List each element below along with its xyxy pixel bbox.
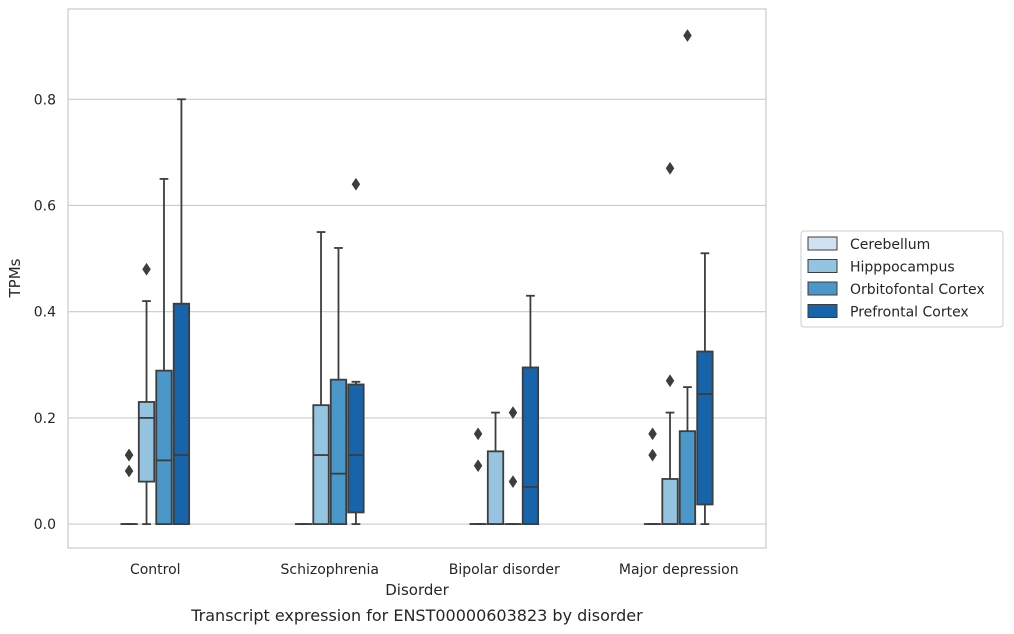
plot-frame <box>67 8 767 549</box>
box-body <box>137 401 156 483</box>
legend-label: Orbitofontal Cortex <box>850 282 985 298</box>
x-tick-label: Control <box>130 562 181 578</box>
box-body <box>312 404 330 526</box>
legend-swatch <box>807 304 838 318</box>
legend-label: Prefrontal Cortex <box>850 305 969 321</box>
box-body <box>678 430 697 526</box>
box <box>312 231 330 526</box>
figure-caption: Transcript expression for ENST0000060382… <box>191 606 643 625</box>
box-body <box>696 350 714 506</box>
box-body <box>661 478 679 526</box>
box-body <box>521 366 540 526</box>
boxes <box>120 29 714 526</box>
outlier-point <box>124 464 134 478</box>
box <box>643 427 662 526</box>
box <box>521 294 540 526</box>
outlier-point <box>473 427 483 441</box>
box <box>155 178 173 526</box>
box <box>696 252 714 526</box>
box-body <box>329 378 348 526</box>
x-tick-label: Bipolar disorder <box>449 562 560 578</box>
outlier-point <box>683 29 692 43</box>
box <box>329 247 348 526</box>
box <box>486 411 505 526</box>
outlier-point <box>665 161 675 175</box>
legend-swatch <box>807 281 838 296</box>
legend-label: Cerebellum <box>850 237 930 253</box>
box <box>678 29 697 526</box>
y-tick-labels: 0.0 0.2 0.4 0.6 0.8 <box>34 92 56 533</box>
box-body <box>172 302 191 526</box>
x-tick-labels: Control Schizophrenia Bipolar disorder Majo… <box>130 562 739 578</box>
y-tick-label: 0.8 <box>34 92 56 108</box>
x-tick-label: Major depression <box>619 562 739 578</box>
y-axis-label: TPMs <box>6 258 24 298</box>
box-body <box>155 369 173 526</box>
legend-frame <box>800 230 1004 328</box>
legend: Cerebellum Hipppocampus Orbitofontal Corte… <box>800 230 1004 328</box>
y-tick-label: 0.6 <box>34 198 56 214</box>
y-tick-label: 0.2 <box>34 411 56 427</box>
outlier-point <box>648 427 657 441</box>
outlier-point <box>648 448 657 462</box>
box <box>172 98 191 526</box>
box <box>504 406 522 526</box>
outlier-point <box>142 262 151 276</box>
box <box>347 177 365 526</box>
outlier-point <box>508 406 518 420</box>
box <box>120 448 138 526</box>
legend-label: Hipppocampus <box>850 260 955 276</box>
y-tick-label: 0.4 <box>34 305 56 321</box>
outlier-point <box>665 374 675 388</box>
outlier-point <box>473 459 483 473</box>
box-body <box>347 383 365 514</box>
y-tick-label: 0.0 <box>34 517 56 533</box>
box <box>137 262 156 526</box>
legend-swatch <box>807 236 838 251</box>
x-axis-label: Disorder <box>385 581 449 599</box>
outlier-point <box>508 475 518 489</box>
box <box>469 427 487 526</box>
gridlines <box>68 98 766 525</box>
outlier-point <box>351 177 361 191</box>
box-body <box>486 450 505 526</box>
box <box>661 161 679 526</box>
outlier-point <box>124 448 134 462</box>
x-tick-label: Schizophrenia <box>281 562 379 578</box>
legend-swatch <box>807 259 838 273</box>
